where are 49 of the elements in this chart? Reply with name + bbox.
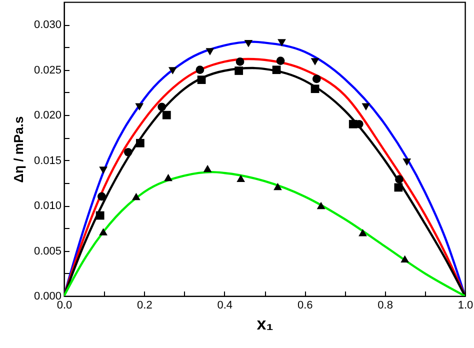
point [272,66,281,74]
x-tick-label: 0.4 [217,300,233,312]
point [96,211,104,220]
point [274,182,282,190]
point [203,164,212,172]
point [168,67,177,74]
point [132,192,140,200]
y-tick-label: 0.000 [34,290,62,302]
point [358,229,367,236]
point [206,48,214,56]
y-tick-label: 0.010 [34,200,62,212]
point [98,192,106,201]
x-tick-label: 0.6 [297,300,313,312]
point [136,138,144,148]
point [395,175,404,184]
y-tick-label: 0.015 [34,154,62,167]
point [236,174,246,182]
point [135,103,144,111]
point [234,66,244,75]
point [310,58,320,66]
point [312,74,321,84]
point [158,102,166,112]
point [197,76,206,84]
point [164,174,172,182]
point [162,110,171,120]
y-tick-label: 0.030 [34,19,62,32]
point [394,183,403,192]
point [124,148,132,156]
x-tick-label: 0.8 [378,300,393,312]
point [362,103,370,111]
point [402,158,412,166]
y-axis-title: Δη / mPa.s [10,116,26,183]
x-tick-label: 0.2 [137,300,152,312]
point [236,58,244,66]
point [276,56,285,65]
y-tick-label: 0.025 [34,64,62,76]
x-axis-title: x₁ [256,314,274,334]
point [99,166,108,174]
point [196,66,204,74]
point [310,84,320,94]
x-tick-label: 0.0 [56,300,72,312]
y-tick-label: 0.005 [34,245,62,258]
point [316,202,326,210]
y-tick-label: 0.020 [34,110,62,122]
point [99,228,108,236]
x-tick-label: 1.0 [458,300,474,312]
point [244,40,253,48]
point [400,255,410,263]
point [278,39,286,46]
